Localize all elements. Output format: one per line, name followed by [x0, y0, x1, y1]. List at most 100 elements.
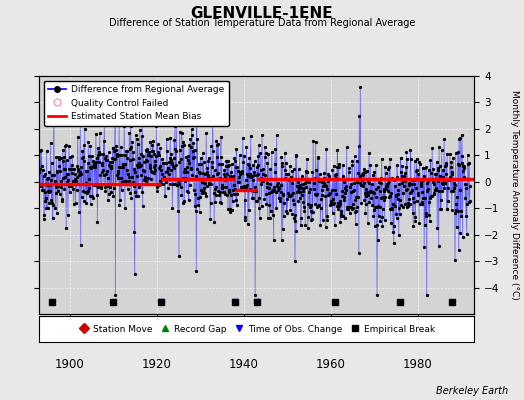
- Point: [313, 155, 322, 162]
- Point: [136, 127, 144, 133]
- Point: [391, 211, 400, 217]
- Point: [343, 205, 352, 212]
- Point: [415, 220, 423, 226]
- Point: [223, 192, 231, 199]
- Point: [36, 166, 44, 172]
- Point: [198, 179, 206, 185]
- Point: [413, 198, 421, 204]
- Point: [275, 194, 283, 201]
- Point: [298, 184, 306, 191]
- Point: [134, 141, 142, 148]
- Point: [112, 152, 121, 159]
- Point: [90, 182, 99, 188]
- Point: [61, 174, 70, 180]
- Point: [233, 191, 241, 197]
- Point: [51, 181, 59, 188]
- Point: [121, 161, 129, 168]
- Point: [155, 182, 163, 188]
- Point: [344, 206, 353, 212]
- Point: [157, 171, 166, 177]
- Point: [362, 192, 370, 199]
- Point: [457, 132, 466, 138]
- Point: [301, 168, 310, 174]
- Point: [188, 132, 196, 139]
- Point: [177, 192, 185, 198]
- Point: [393, 162, 401, 168]
- Point: [352, 194, 361, 200]
- Point: [408, 210, 417, 216]
- Point: [263, 184, 271, 190]
- Point: [289, 166, 298, 172]
- Point: [283, 176, 291, 182]
- Point: [79, 154, 87, 161]
- Point: [451, 182, 459, 188]
- Point: [49, 172, 58, 178]
- Point: [308, 209, 316, 215]
- Point: [361, 209, 369, 216]
- Point: [409, 194, 417, 201]
- Point: [266, 166, 274, 172]
- Point: [389, 229, 397, 236]
- Point: [377, 180, 385, 186]
- Point: [405, 182, 413, 188]
- Point: [410, 199, 419, 205]
- Point: [356, 83, 365, 90]
- Point: [187, 144, 195, 150]
- Point: [147, 153, 155, 160]
- Point: [252, 188, 260, 194]
- Point: [279, 191, 287, 198]
- Point: [276, 194, 284, 201]
- Point: [423, 180, 431, 187]
- Point: [243, 170, 251, 177]
- Point: [340, 197, 348, 203]
- Point: [56, 180, 64, 187]
- Point: [287, 174, 295, 180]
- Point: [37, 147, 46, 153]
- Point: [357, 200, 365, 207]
- Point: [58, 198, 67, 204]
- Point: [52, 184, 60, 191]
- Point: [451, 257, 459, 264]
- Point: [294, 179, 302, 186]
- Point: [278, 160, 287, 166]
- Point: [303, 156, 311, 162]
- Point: [450, 185, 458, 191]
- Point: [361, 169, 369, 176]
- Point: [129, 156, 137, 162]
- Point: [447, 159, 455, 165]
- Point: [71, 199, 80, 206]
- Point: [336, 219, 345, 226]
- Point: [60, 186, 69, 192]
- Point: [374, 203, 383, 209]
- Point: [165, 158, 173, 165]
- Point: [322, 183, 330, 189]
- Point: [156, 178, 165, 184]
- Point: [163, 168, 171, 174]
- Point: [292, 153, 301, 160]
- Point: [36, 181, 44, 188]
- Point: [47, 197, 56, 204]
- Point: [311, 201, 319, 208]
- Point: [170, 146, 179, 152]
- Point: [43, 182, 51, 188]
- Point: [286, 163, 294, 169]
- Text: 1900: 1900: [55, 358, 84, 371]
- Point: [182, 154, 190, 160]
- Point: [88, 193, 96, 199]
- Point: [321, 224, 330, 230]
- Point: [139, 158, 148, 165]
- Point: [225, 162, 233, 168]
- Point: [118, 180, 127, 186]
- Point: [78, 148, 86, 154]
- Point: [100, 172, 108, 178]
- Point: [180, 142, 188, 148]
- Point: [160, 160, 169, 166]
- Point: [300, 204, 308, 210]
- Point: [326, 190, 334, 196]
- Point: [146, 162, 154, 168]
- Point: [352, 220, 360, 227]
- Point: [73, 134, 82, 140]
- Point: [203, 165, 212, 172]
- Point: [109, 145, 117, 151]
- Point: [409, 222, 418, 229]
